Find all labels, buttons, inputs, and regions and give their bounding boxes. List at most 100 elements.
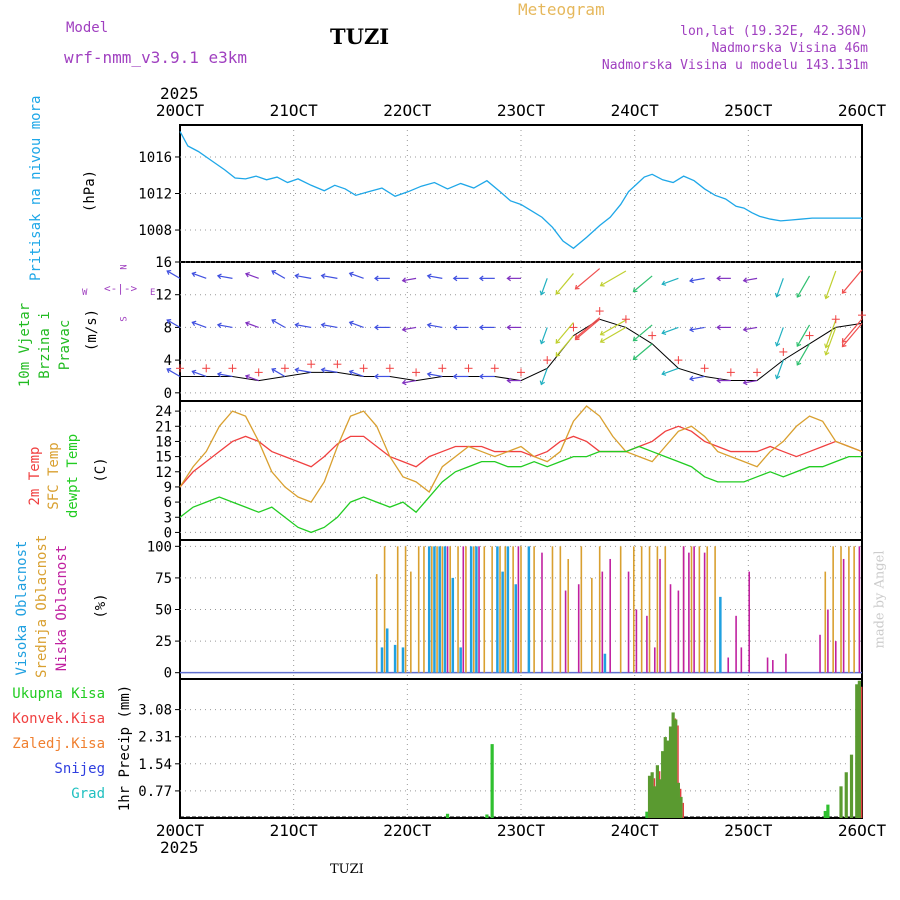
wind-arrowhead	[426, 273, 432, 280]
y-tick-label: 25	[155, 634, 172, 650]
wind-barb	[841, 269, 863, 294]
wind-arrowhead	[244, 272, 250, 278]
wind-barb	[633, 324, 653, 342]
x-tick-label-bottom: 25OCT	[724, 821, 773, 840]
wind-barb	[271, 368, 286, 377]
y-tick-label: 21	[155, 419, 172, 435]
y-tick-label: 1012	[138, 187, 172, 203]
wind-barb	[402, 379, 417, 384]
wind-arrowhead	[716, 275, 721, 282]
precip-bar	[668, 726, 673, 818]
wind-barb	[825, 270, 837, 299]
conv-precip-bar	[682, 802, 685, 818]
pressure-line	[179, 131, 862, 250]
wind-arrowhead	[166, 368, 172, 373]
wind-barb	[841, 322, 863, 347]
wind-arrowhead	[401, 326, 407, 333]
wind-arrowhead	[539, 380, 545, 386]
precip-bar	[445, 813, 450, 818]
wind-barb	[662, 367, 679, 375]
y-tick-label: 0	[164, 666, 172, 682]
x-tick-label-bottom: 24OCT	[611, 821, 660, 840]
wind-arrowhead	[796, 360, 802, 366]
wind-arrowhead	[320, 322, 326, 328]
wind-arrowhead	[661, 329, 667, 335]
y-tick-label: 8	[164, 320, 172, 336]
wind-arrowhead	[632, 336, 638, 342]
wind-arrowhead	[716, 324, 721, 331]
wind-barb	[776, 327, 784, 347]
wind-arrowhead	[632, 287, 638, 293]
wind-arrowhead	[555, 339, 561, 344]
wind-arrowhead	[191, 271, 197, 277]
wind-barb	[402, 277, 417, 282]
wind-barb	[600, 319, 627, 336]
wind-arrowhead	[506, 324, 511, 331]
wind-barb	[192, 272, 207, 279]
wind-arrowhead	[216, 322, 222, 329]
wind-arrowhead	[506, 377, 511, 384]
wind-arrowhead	[841, 342, 847, 348]
wind-arrowhead	[244, 374, 250, 380]
y-tick-label: 24	[155, 404, 172, 420]
y-tick-label: 4	[164, 353, 172, 369]
wind-arrowhead	[271, 318, 277, 324]
wind-barb	[427, 373, 443, 378]
wind-arrowhead	[216, 371, 222, 378]
wind-barb	[575, 318, 601, 341]
precip-bar	[490, 744, 494, 818]
wind-barb	[555, 335, 574, 357]
wind-arrowhead	[244, 321, 250, 327]
meteogram-title: Meteogram	[518, 0, 605, 19]
wind-arrowhead	[478, 324, 484, 331]
x-tick-label-top: 24OCT	[611, 101, 660, 120]
wind-arrowhead	[599, 338, 605, 344]
wind-arrowhead	[401, 277, 407, 284]
wind-barb	[217, 324, 233, 329]
precip-bar	[823, 810, 827, 818]
wind-arrowhead	[555, 352, 561, 357]
wind-barb	[349, 272, 364, 279]
wind-barb	[349, 370, 364, 378]
wind-barb	[271, 319, 286, 328]
wind-arrowhead	[599, 330, 605, 336]
year-top: 2025	[160, 84, 199, 103]
dir-legend-cross: <-|->	[104, 282, 138, 295]
wind-arrowhead	[574, 333, 580, 339]
precip-bar	[661, 751, 665, 818]
wind-barb	[841, 318, 863, 343]
precip-grad-title: Grad	[71, 786, 105, 802]
wind-barb	[295, 369, 312, 373]
wind-barb	[633, 275, 653, 293]
wind-arrowhead	[539, 290, 545, 296]
wind-arrowhead	[689, 375, 694, 382]
wind-barb	[689, 326, 705, 331]
wind-barb	[555, 273, 574, 295]
precip-bar	[674, 719, 678, 818]
dir-legend-east: E	[150, 288, 156, 298]
wind-arrowhead	[294, 273, 300, 279]
wind-arrowhead	[191, 320, 197, 327]
y-tick-label: 3	[164, 510, 172, 526]
y-tick-label: 6	[164, 495, 172, 511]
lonlat-label: lon,lat (19.32E, 42.36N)	[680, 24, 868, 39]
conv-precip-bar	[860, 686, 863, 818]
precip-bar	[658, 779, 662, 818]
x-tick-label-top: 23OCT	[497, 101, 546, 120]
wind-arrowhead	[841, 289, 847, 294]
precip-bar	[650, 772, 654, 818]
wind-barb	[600, 270, 627, 287]
precip-bar	[663, 737, 667, 818]
wind-barb	[540, 368, 548, 385]
precip-bar	[839, 786, 843, 818]
wind-barb	[662, 277, 679, 285]
wind-arrowhead	[452, 324, 458, 331]
wind-barb	[295, 274, 312, 279]
precip-total-title: Ukupna Kisa	[12, 686, 105, 702]
x-tick-label-bottom: 23OCT	[497, 821, 546, 840]
wind-barb	[600, 326, 627, 343]
wind-arrowhead	[742, 379, 748, 386]
dewpt-line	[179, 445, 862, 534]
wind-arrowhead	[294, 367, 300, 373]
x-tick-label-top: 22OCT	[383, 101, 432, 120]
